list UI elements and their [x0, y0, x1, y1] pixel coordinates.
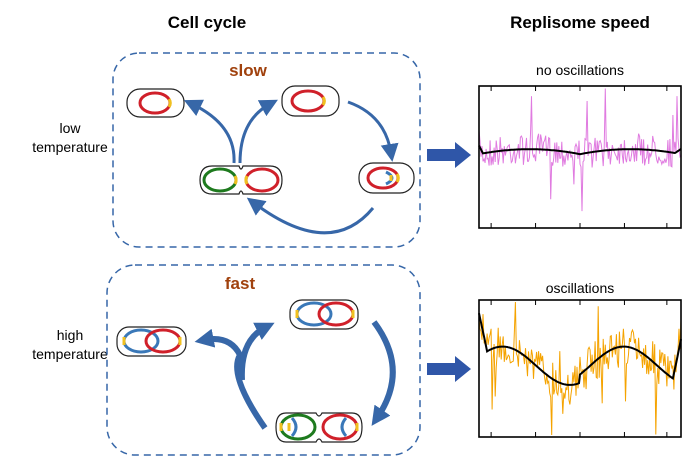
high-temperature-label: temperature [32, 346, 108, 362]
cell-newborn [116, 326, 187, 357]
arrow-right-icon [427, 356, 471, 382]
fit-curve [478, 312, 682, 386]
fast-cell-cycle-panel: fast [106, 264, 421, 456]
replisome-speed-plot-high [478, 299, 682, 438]
slow-label: slow [229, 61, 268, 80]
high-label: high [57, 327, 83, 343]
cell-newborn-2 [281, 85, 340, 117]
arrow-icon [246, 197, 375, 235]
fast-label: fast [225, 274, 256, 293]
cell-dividing [199, 165, 283, 195]
cell-replicating [358, 162, 415, 194]
plot-title-oscillations: oscillations [546, 280, 614, 296]
cell-cycle-header: Cell cycle [168, 13, 246, 32]
speed-trace [478, 301, 682, 436]
arrow-right-icon [427, 142, 471, 168]
arrow-icon [371, 320, 396, 426]
low-temperature-label: temperature [32, 139, 108, 155]
cell-newborn [126, 88, 185, 118]
arrow-icon [238, 322, 275, 381]
low-label: low [59, 120, 81, 136]
replisome-speed-header: Replisome speed [510, 13, 650, 32]
arrow-icon [183, 99, 236, 164]
slow-cell-cycle-panel: slow [112, 52, 421, 248]
replisome-speed-plot-low [478, 85, 682, 229]
fit-curve [478, 145, 682, 156]
plot-title-no-oscillations: no oscillations [536, 62, 624, 78]
arrow-icon [347, 100, 399, 162]
cell-dividing [275, 412, 363, 443]
cell-newborn-2 [289, 299, 359, 330]
arrow-icon [194, 328, 268, 430]
arrow-icon [238, 99, 278, 164]
